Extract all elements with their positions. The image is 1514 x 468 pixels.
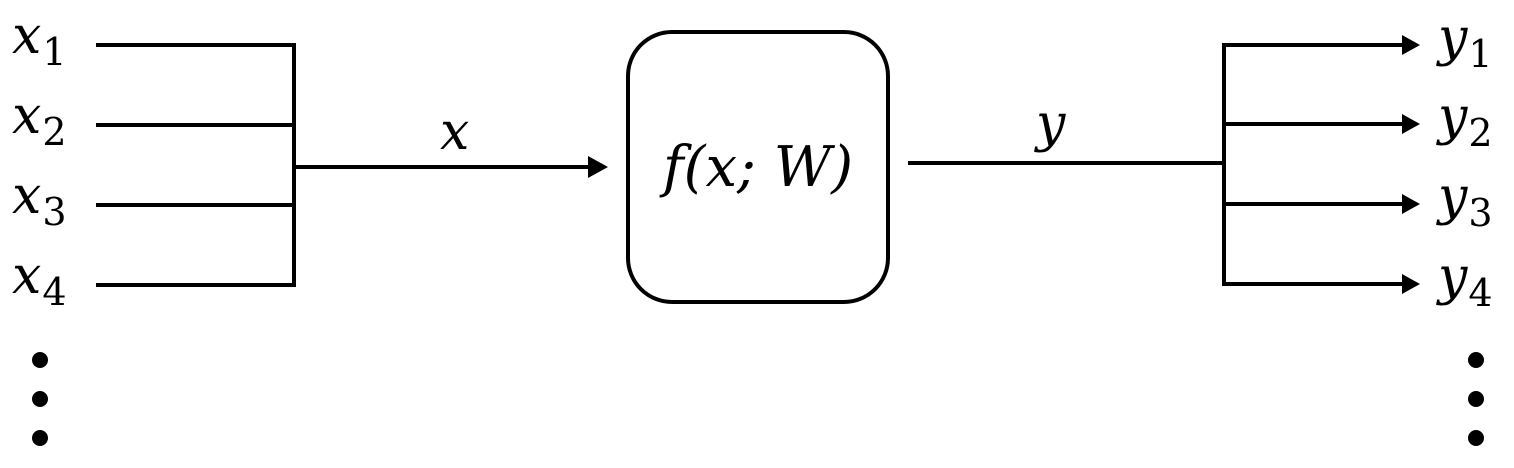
output-label-4: y4 xyxy=(1438,251,1493,312)
function-box xyxy=(626,30,890,304)
input-label-1-sub: 1 xyxy=(42,30,67,74)
output-arrowhead-1 xyxy=(1402,35,1420,55)
output-label-2-base: y xyxy=(1438,87,1468,147)
input-ellipsis-dot-1 xyxy=(32,352,48,368)
input-label-3: x3 xyxy=(12,170,67,231)
input-arrowhead xyxy=(588,156,608,178)
input-label-3-sub: 3 xyxy=(42,190,67,234)
output-label-4-sub: 4 xyxy=(1468,271,1493,315)
output-ellipsis-dot-2 xyxy=(1468,391,1484,407)
output-label-3: y3 xyxy=(1438,171,1493,232)
input-label-4-base: x xyxy=(12,246,42,306)
output-label-1-base: y xyxy=(1438,8,1468,68)
input-label-2-sub: 2 xyxy=(42,110,67,154)
input-label-2: x2 xyxy=(12,90,67,151)
input-ellipsis-dot-3 xyxy=(32,430,48,446)
output-label-2-sub: 2 xyxy=(1468,111,1493,155)
input-edge-label: x xyxy=(440,102,470,162)
input-label-2-base: x xyxy=(12,86,42,146)
input-label-4-sub: 4 xyxy=(42,270,67,314)
output-arrowhead-2 xyxy=(1402,114,1420,134)
output-label-2: y2 xyxy=(1438,91,1493,152)
input-label-3-base: x xyxy=(12,166,42,226)
output-label-1-sub: 1 xyxy=(1468,32,1493,76)
output-arrowhead-4 xyxy=(1402,274,1420,294)
output-edge-label: y xyxy=(1036,94,1066,154)
input-label-4: x4 xyxy=(12,250,67,311)
function-label: f(x; W) xyxy=(662,134,854,200)
output-label-3-base: y xyxy=(1438,167,1468,227)
input-ellipsis-dot-2 xyxy=(32,391,48,407)
output-ellipsis-dot-1 xyxy=(1468,352,1484,368)
output-label-1: y1 xyxy=(1438,12,1493,73)
input-label-1-base: x xyxy=(12,6,42,66)
input-label-1: x1 xyxy=(12,10,67,71)
output-arrowhead-3 xyxy=(1402,194,1420,214)
output-ellipsis-dot-3 xyxy=(1468,430,1484,446)
output-label-4-base: y xyxy=(1438,247,1468,307)
output-label-3-sub: 3 xyxy=(1468,191,1493,235)
